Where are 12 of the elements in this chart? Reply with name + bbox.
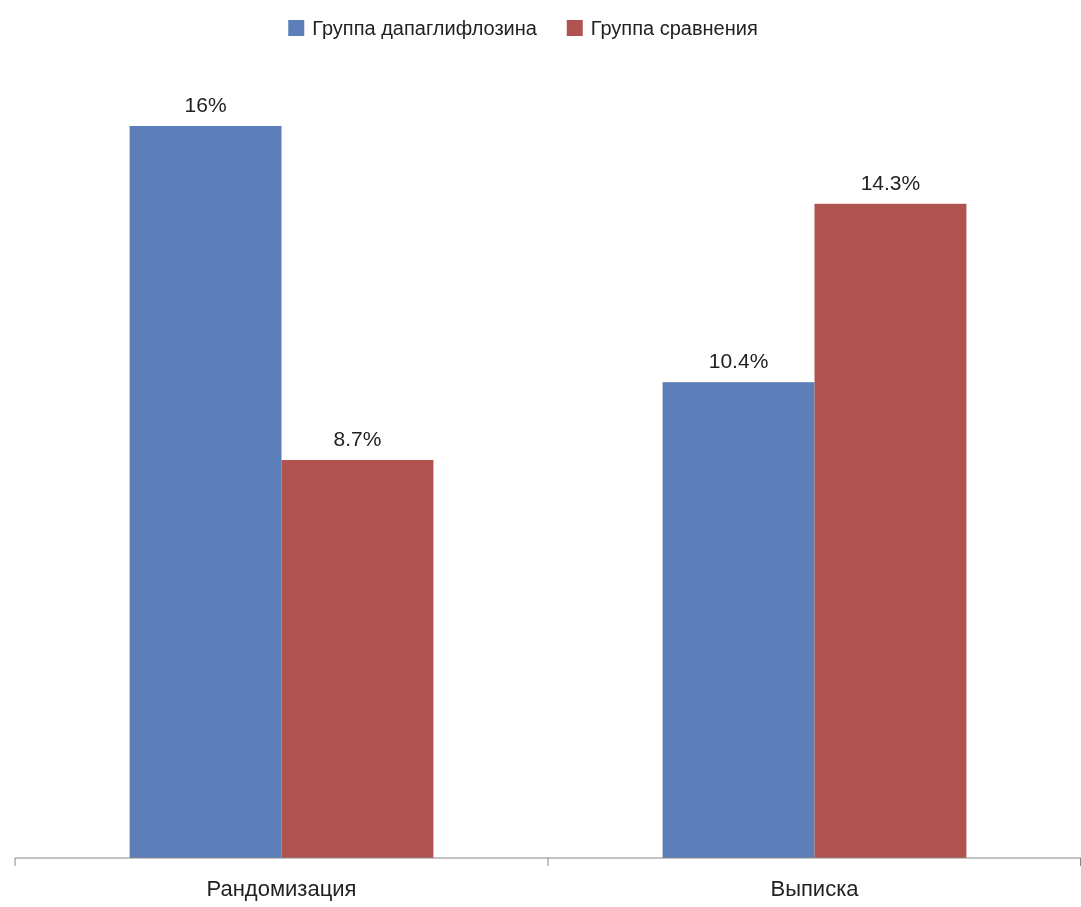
data-label: 10.4% xyxy=(708,349,769,373)
bar xyxy=(281,459,434,858)
data-label: 14.3% xyxy=(860,170,921,194)
bar xyxy=(662,382,815,858)
legend-label: Группа сравнения xyxy=(590,17,758,39)
data-label: 16% xyxy=(184,93,227,116)
x-tick-label: Рандомизация xyxy=(206,876,357,901)
legend-label: Группа дапаглифлозина xyxy=(312,17,538,39)
x-tick-label: Выписка xyxy=(770,876,860,901)
data-label: 8.7% xyxy=(333,426,382,450)
bar xyxy=(814,203,967,858)
bar xyxy=(129,126,282,858)
